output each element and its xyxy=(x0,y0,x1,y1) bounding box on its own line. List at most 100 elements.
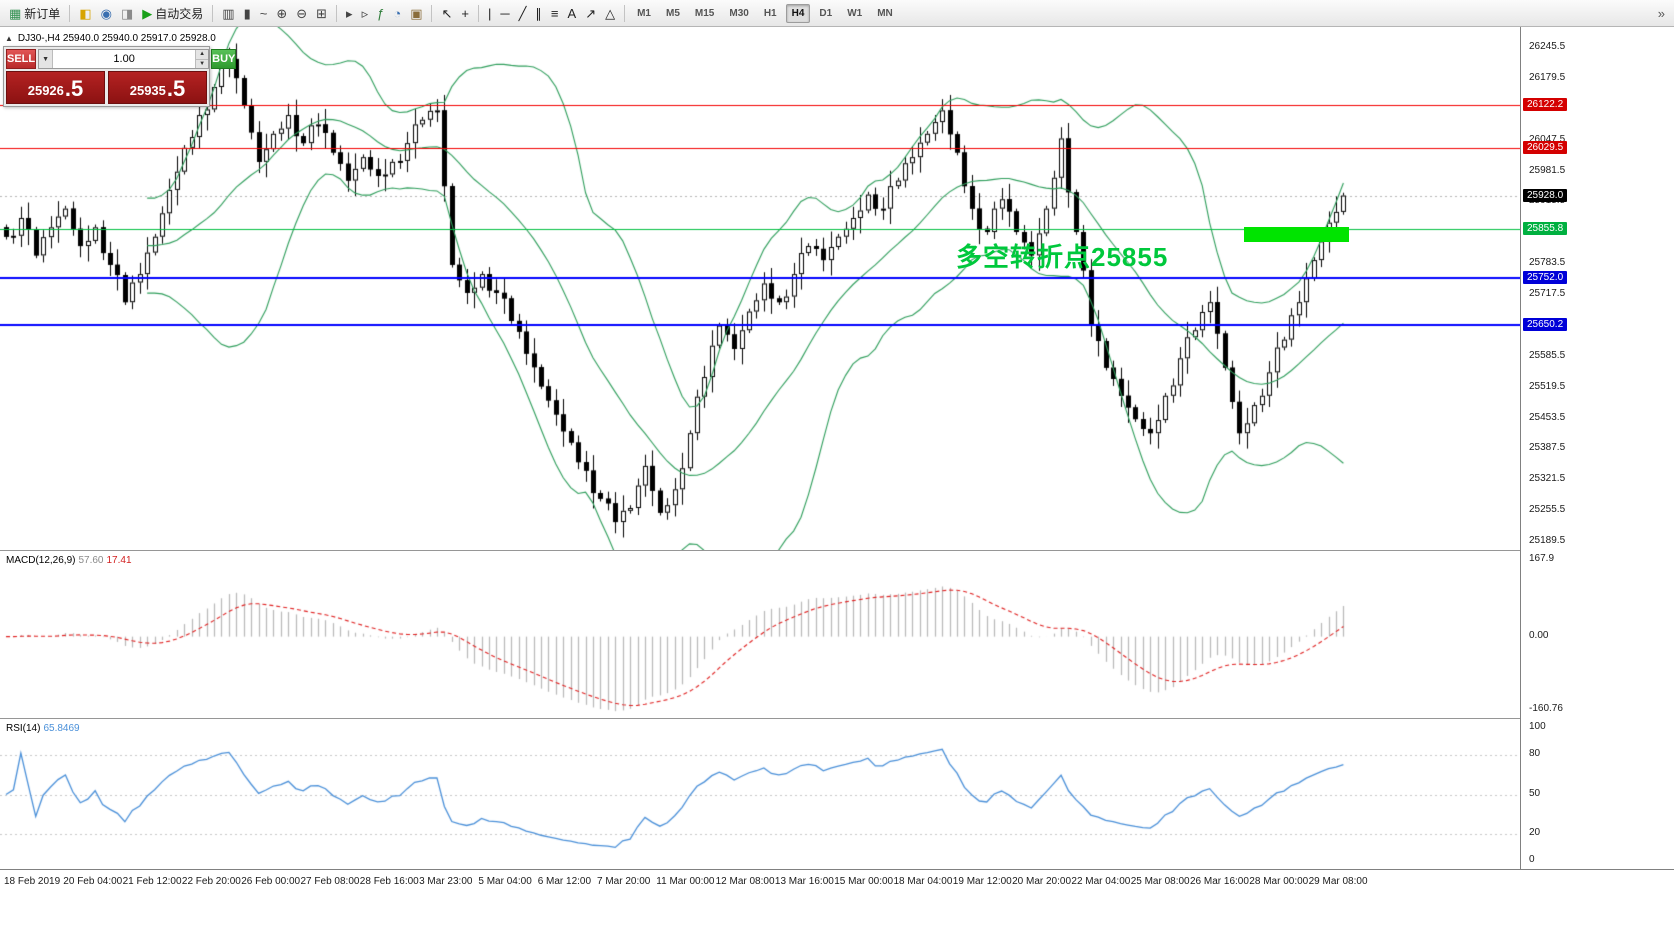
channel-button[interactable]: ∥ xyxy=(531,3,546,24)
volume-spin-down-icon[interactable]: ▼ xyxy=(196,59,209,68)
bar-chart-type-button[interactable]: ▥ xyxy=(218,3,238,24)
scroll-to-end-button[interactable]: ▸ xyxy=(342,3,357,24)
bar-chart-type-button-icon: ▥ xyxy=(222,5,235,21)
price-tag-25650-2[interactable]: 25650.2 xyxy=(1523,318,1568,332)
shapes-button[interactable]: △ xyxy=(601,3,619,24)
collapse-panel-icon[interactable]: ▲ xyxy=(5,34,13,43)
time-axis-label: 11 Mar 00:00 xyxy=(656,876,715,887)
time-axis-label: 22 Mar 04:00 xyxy=(1071,876,1131,887)
periods-button[interactable]: ◔ xyxy=(389,3,405,24)
time-axis-label: 15 Mar 00:00 xyxy=(834,876,894,887)
time-axis-label: 7 Mar 20:00 xyxy=(597,876,651,887)
text-button[interactable]: A xyxy=(564,3,581,24)
user-profile-button[interactable]: ◉ xyxy=(97,3,116,24)
zoom-out-button-icon: ⊖ xyxy=(296,5,308,21)
tile-windows-button-icon: ⊞ xyxy=(316,5,328,21)
main-chart-canvas[interactable] xyxy=(0,27,1520,550)
rsi-value: 65.8469 xyxy=(43,723,80,734)
chart-shift-button-icon: ▹ xyxy=(361,5,369,21)
timeframe-button-m5[interactable]: M5 xyxy=(666,7,680,19)
cursor-button[interactable]: ↖ xyxy=(437,3,456,24)
volume-spin-up-icon[interactable]: ▲ xyxy=(196,50,209,60)
volume-input[interactable] xyxy=(53,50,196,68)
time-axis-label: 20 Feb 04:00 xyxy=(63,876,123,887)
price-axis-label: 25717.5 xyxy=(1529,288,1566,299)
trendline-button[interactable]: ╱ xyxy=(515,3,531,24)
time-axis[interactable]: 18 Feb 2019 20 Feb 04:00 21 Feb 12:00 22 Fe… xyxy=(0,869,1674,949)
price-axis-label: 26179.5 xyxy=(1529,71,1566,83)
indicators-button[interactable]: ƒ xyxy=(373,3,388,24)
periods-button-icon: ◔ xyxy=(393,5,402,21)
auto-trading-button-label: 自动交易 xyxy=(155,6,204,21)
price-tag-25855-8[interactable]: 25855.8 xyxy=(1523,222,1568,236)
time-axis-label: 18 Feb 2019 xyxy=(4,876,61,887)
macd-signal-value: 17.41 xyxy=(106,555,132,566)
timeframe-button-m1[interactable]: M1 xyxy=(637,7,651,19)
horizontal-line-button[interactable]: ─ xyxy=(496,3,513,24)
time-axis-label: 6 Mar 12:00 xyxy=(537,876,592,887)
price-axis[interactable]: 26245.526179.526113.526047.525981.525915… xyxy=(1520,27,1674,869)
line-chart-type-button[interactable]: ~ xyxy=(256,3,272,24)
time-axis-label: 27 Feb 08:00 xyxy=(300,876,360,887)
chart-info-line: ▲ DJ30-,H4 25940.0 25940.0 25917.0 25928… xyxy=(5,33,216,44)
timeframe-button-m15[interactable]: M15 xyxy=(694,7,715,19)
time-axis-label: 21 Feb 12:00 xyxy=(122,876,182,887)
volume-spinner[interactable]: ▲ ▼ xyxy=(195,50,209,68)
price-tag-26029-5[interactable]: 26029.5 xyxy=(1523,141,1568,155)
macd-name: MACD(12,26,9) xyxy=(6,555,76,566)
zoom-out-button[interactable]: ⊖ xyxy=(292,3,311,24)
macd-panel: MACD(12,26,9) 57.60 17.41 xyxy=(0,550,1674,718)
sell-price-box[interactable]: 25926.5 xyxy=(6,71,105,104)
timeframe-button-m30[interactable]: M30 xyxy=(729,7,749,19)
tile-windows-button[interactable]: ⊞ xyxy=(312,3,331,24)
new-order-button[interactable]: ▦ 新订单 xyxy=(5,3,64,24)
time-axis-label: 13 Mar 16:00 xyxy=(774,876,834,887)
vertical-line-button-icon: | xyxy=(487,5,492,21)
auto-trading-button-icon: ▶ xyxy=(142,5,153,21)
buy-price-box[interactable]: 25935.5 xyxy=(108,71,207,104)
volume-control: ▼ ▲▼ xyxy=(38,49,210,69)
time-axis-label: 26 Mar 16:00 xyxy=(1190,876,1249,887)
crosshair-button[interactable]: + xyxy=(457,3,473,24)
buy-price-value: 25935 xyxy=(129,83,166,98)
charts-profile-button[interactable]: ◧ xyxy=(75,3,95,24)
fibonacci-button[interactable]: ≡ xyxy=(547,3,563,24)
rsi-axis-label: 80 xyxy=(1529,747,1541,759)
sound-alerts-button[interactable]: ◨ xyxy=(117,3,137,24)
highlight-rectangle[interactable] xyxy=(1244,227,1349,242)
one-click-trading-panel: SELL ▼ ▲▼ BUY 25926.5 25935.5 xyxy=(3,46,237,107)
rsi-axis-label: 50 xyxy=(1529,787,1541,799)
timeframe-button-h4[interactable]: H4 xyxy=(785,3,811,23)
chart-window: ▲ DJ30-,H4 25940.0 25940.0 25917.0 25928… xyxy=(0,27,1674,949)
sell-button[interactable]: SELL xyxy=(6,49,37,69)
timeframe-button-mn[interactable]: MN xyxy=(877,7,893,19)
timeframe-button-d1[interactable]: D1 xyxy=(819,7,833,19)
toolbar-overflow-button[interactable]: » xyxy=(1654,3,1669,24)
timeframe-button-h1[interactable]: H1 xyxy=(763,7,777,19)
sound-alerts-button-icon: ◨ xyxy=(120,5,134,21)
templates-button[interactable]: ▣ xyxy=(406,3,426,24)
chart-shift-button[interactable]: ▹ xyxy=(358,3,373,24)
time-axis-label: 28 Mar 00:00 xyxy=(1249,876,1309,887)
buy-button[interactable]: BUY xyxy=(211,49,237,69)
vertical-line-button[interactable]: | xyxy=(484,3,495,24)
zoom-in-button[interactable]: ⊕ xyxy=(272,3,291,24)
current-price-tag[interactable]: 25928.0 xyxy=(1523,188,1568,202)
cursor-button-icon: ↖ xyxy=(441,5,453,21)
arrow-label-button[interactable]: ↗ xyxy=(581,3,600,24)
price-tag-25752-0[interactable]: 25752.0 xyxy=(1523,270,1568,284)
macd-axis-label: -160.76 xyxy=(1529,703,1563,714)
time-axis-label: 20 Mar 20:00 xyxy=(1012,876,1072,887)
toolbar-separator xyxy=(212,4,214,22)
rsi-canvas[interactable] xyxy=(0,720,1520,869)
auto-trading-button[interactable]: ▶ 自动交易 xyxy=(138,3,207,24)
timeframe-button-w1[interactable]: W1 xyxy=(847,7,863,19)
macd-canvas[interactable] xyxy=(0,552,1520,718)
time-axis-label: 29 Mar 08:00 xyxy=(1308,876,1368,887)
volume-dropdown-icon[interactable]: ▼ xyxy=(39,50,54,68)
time-axis-label: 22 Feb 20:00 xyxy=(181,876,241,887)
price-tag-26122-2[interactable]: 26122.2 xyxy=(1523,97,1568,111)
chart-annotation-text[interactable]: 多空转折点25855 xyxy=(956,242,1169,272)
candlestick-chart-type-button-icon: ▮ xyxy=(243,5,251,21)
candlestick-chart-type-button[interactable]: ▮ xyxy=(240,3,255,24)
